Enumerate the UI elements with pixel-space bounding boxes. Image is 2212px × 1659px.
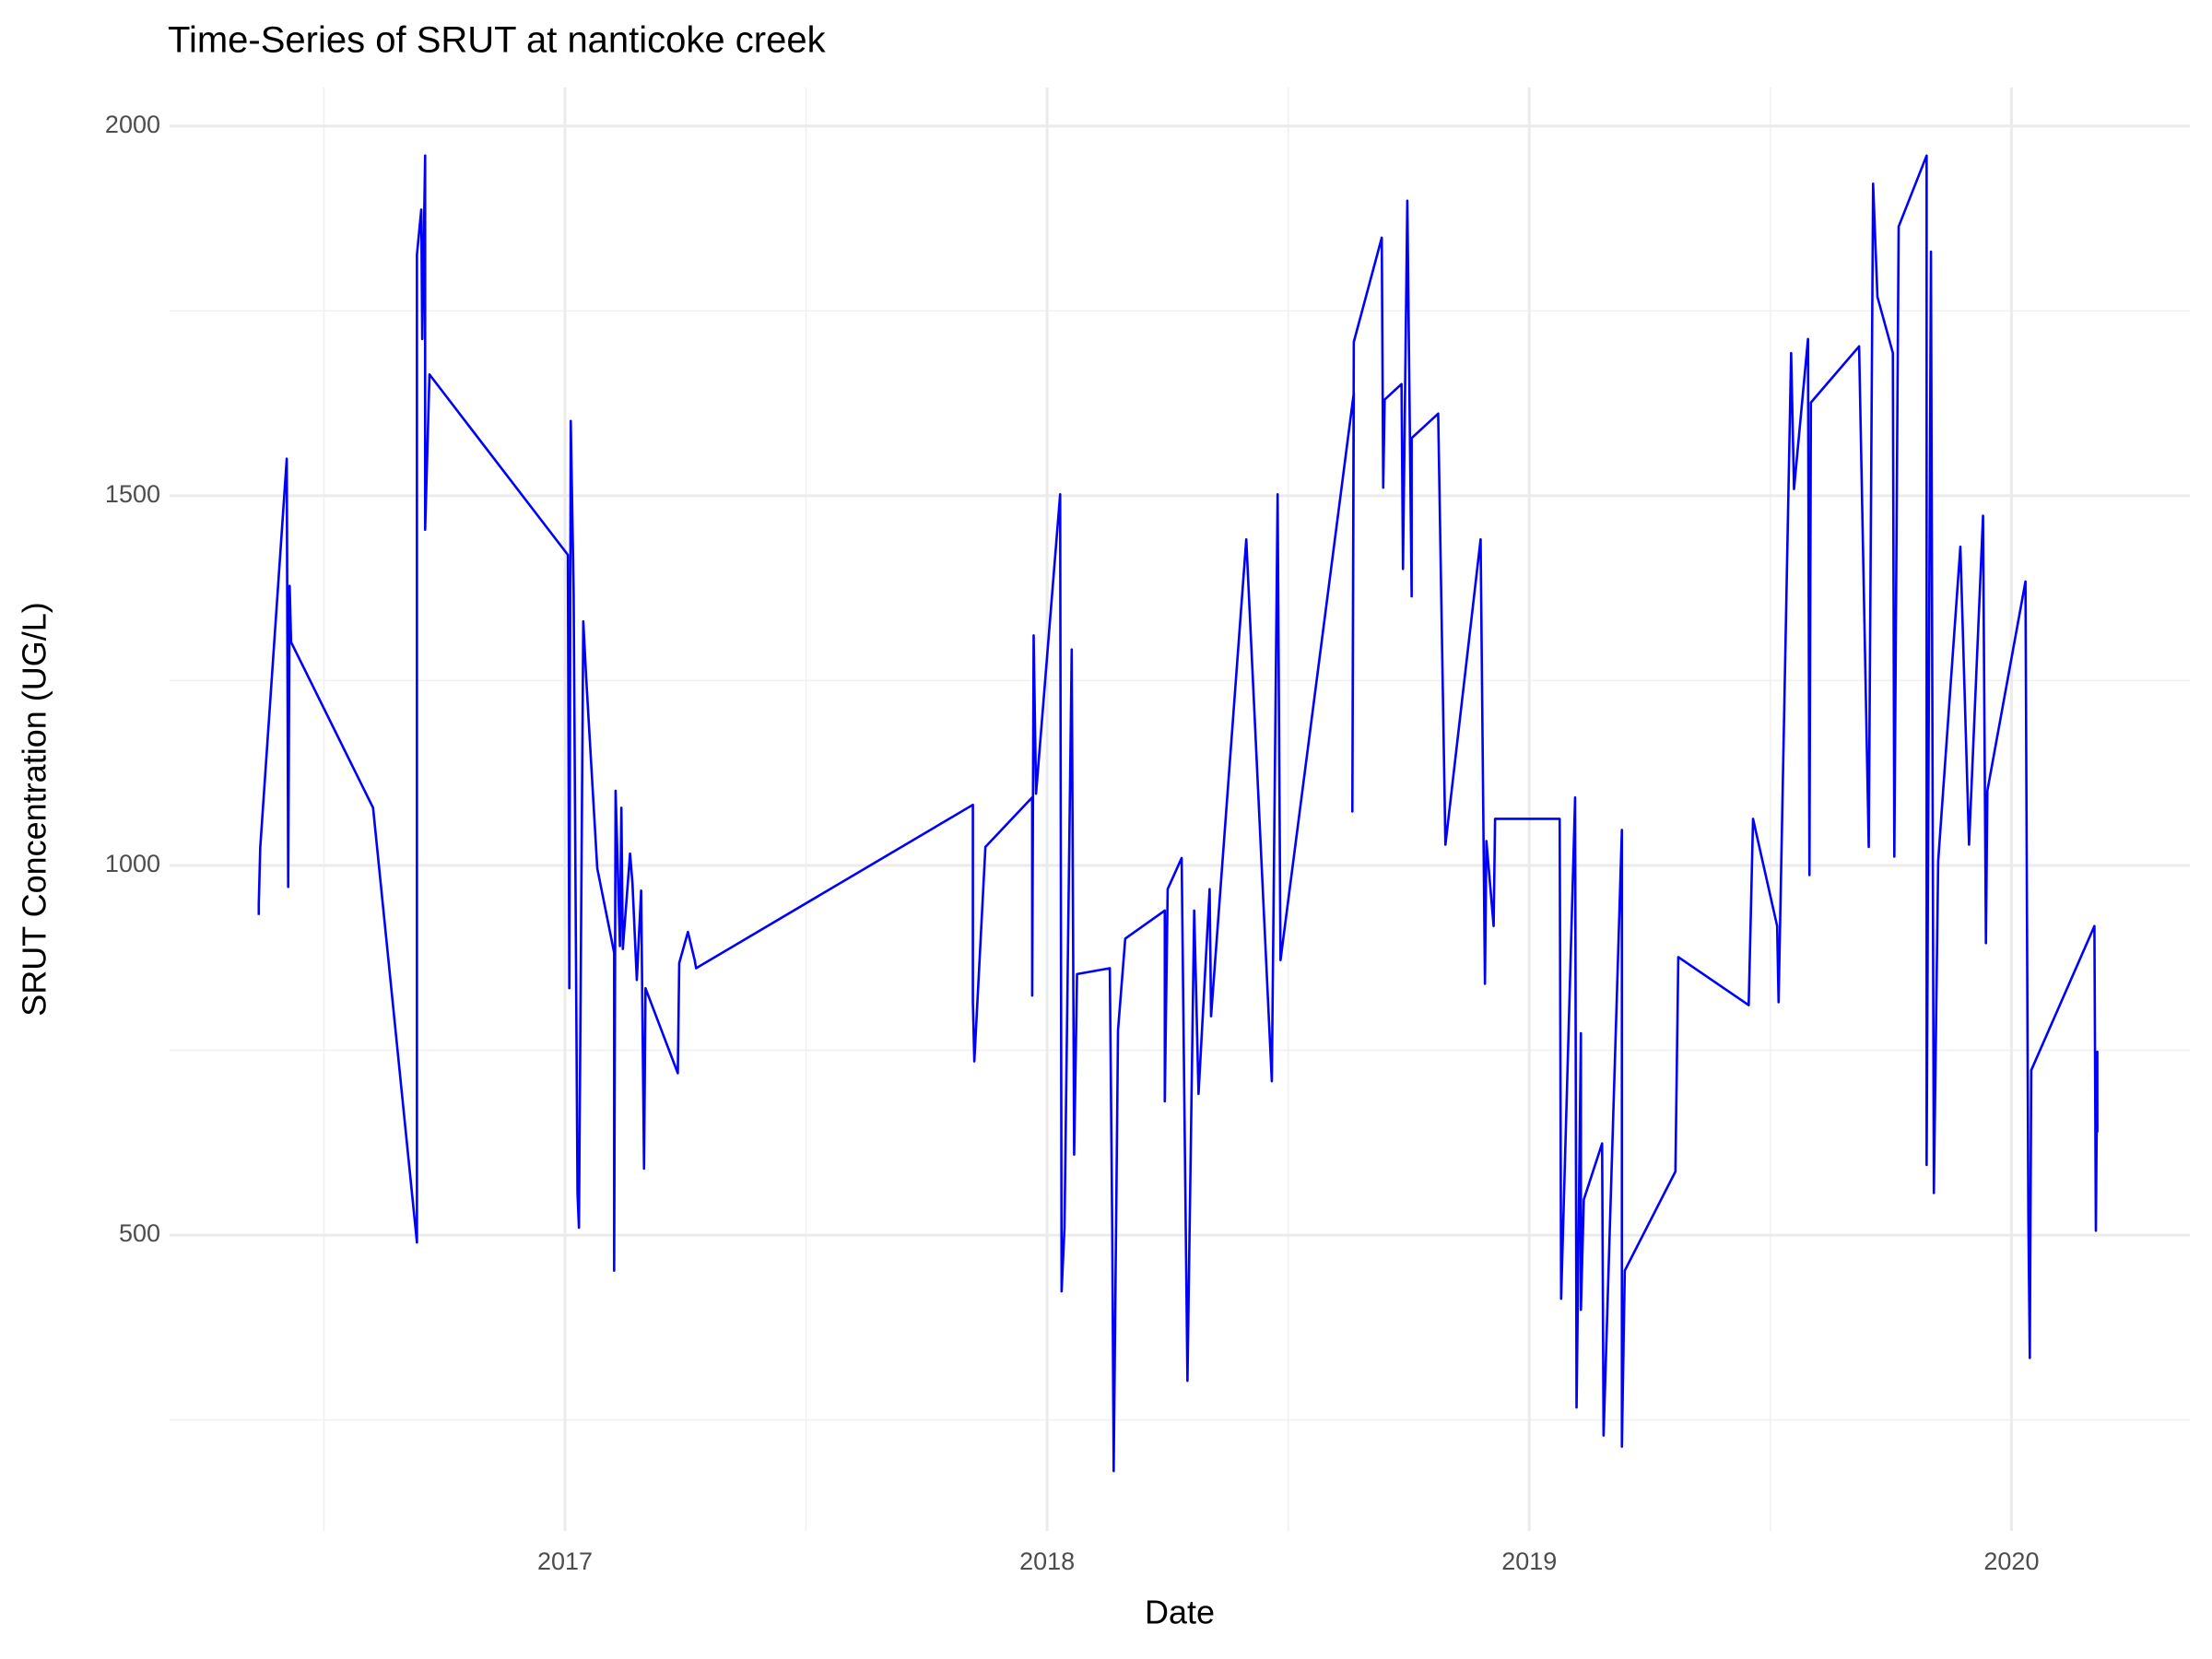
x-tick-label: 2020 — [1983, 1547, 2039, 1575]
y-tick-label: 1500 — [105, 480, 160, 508]
x-tick-label: 2018 — [1019, 1547, 1075, 1575]
x-axis-title: Date — [1145, 1594, 1215, 1631]
y-tick-label: 1000 — [105, 850, 160, 877]
y-axis-title: SRUT Concentration (UG/L) — [16, 602, 53, 1017]
data-line — [257, 154, 2099, 1473]
x-tick-label: 2017 — [537, 1547, 593, 1575]
x-tick-label: 2019 — [1501, 1547, 1557, 1575]
chart-title: Time-Series of SRUT at nanticoke creek — [168, 20, 827, 61]
y-tick-label: 2000 — [105, 111, 160, 138]
y-tick-label: 500 — [119, 1219, 160, 1247]
